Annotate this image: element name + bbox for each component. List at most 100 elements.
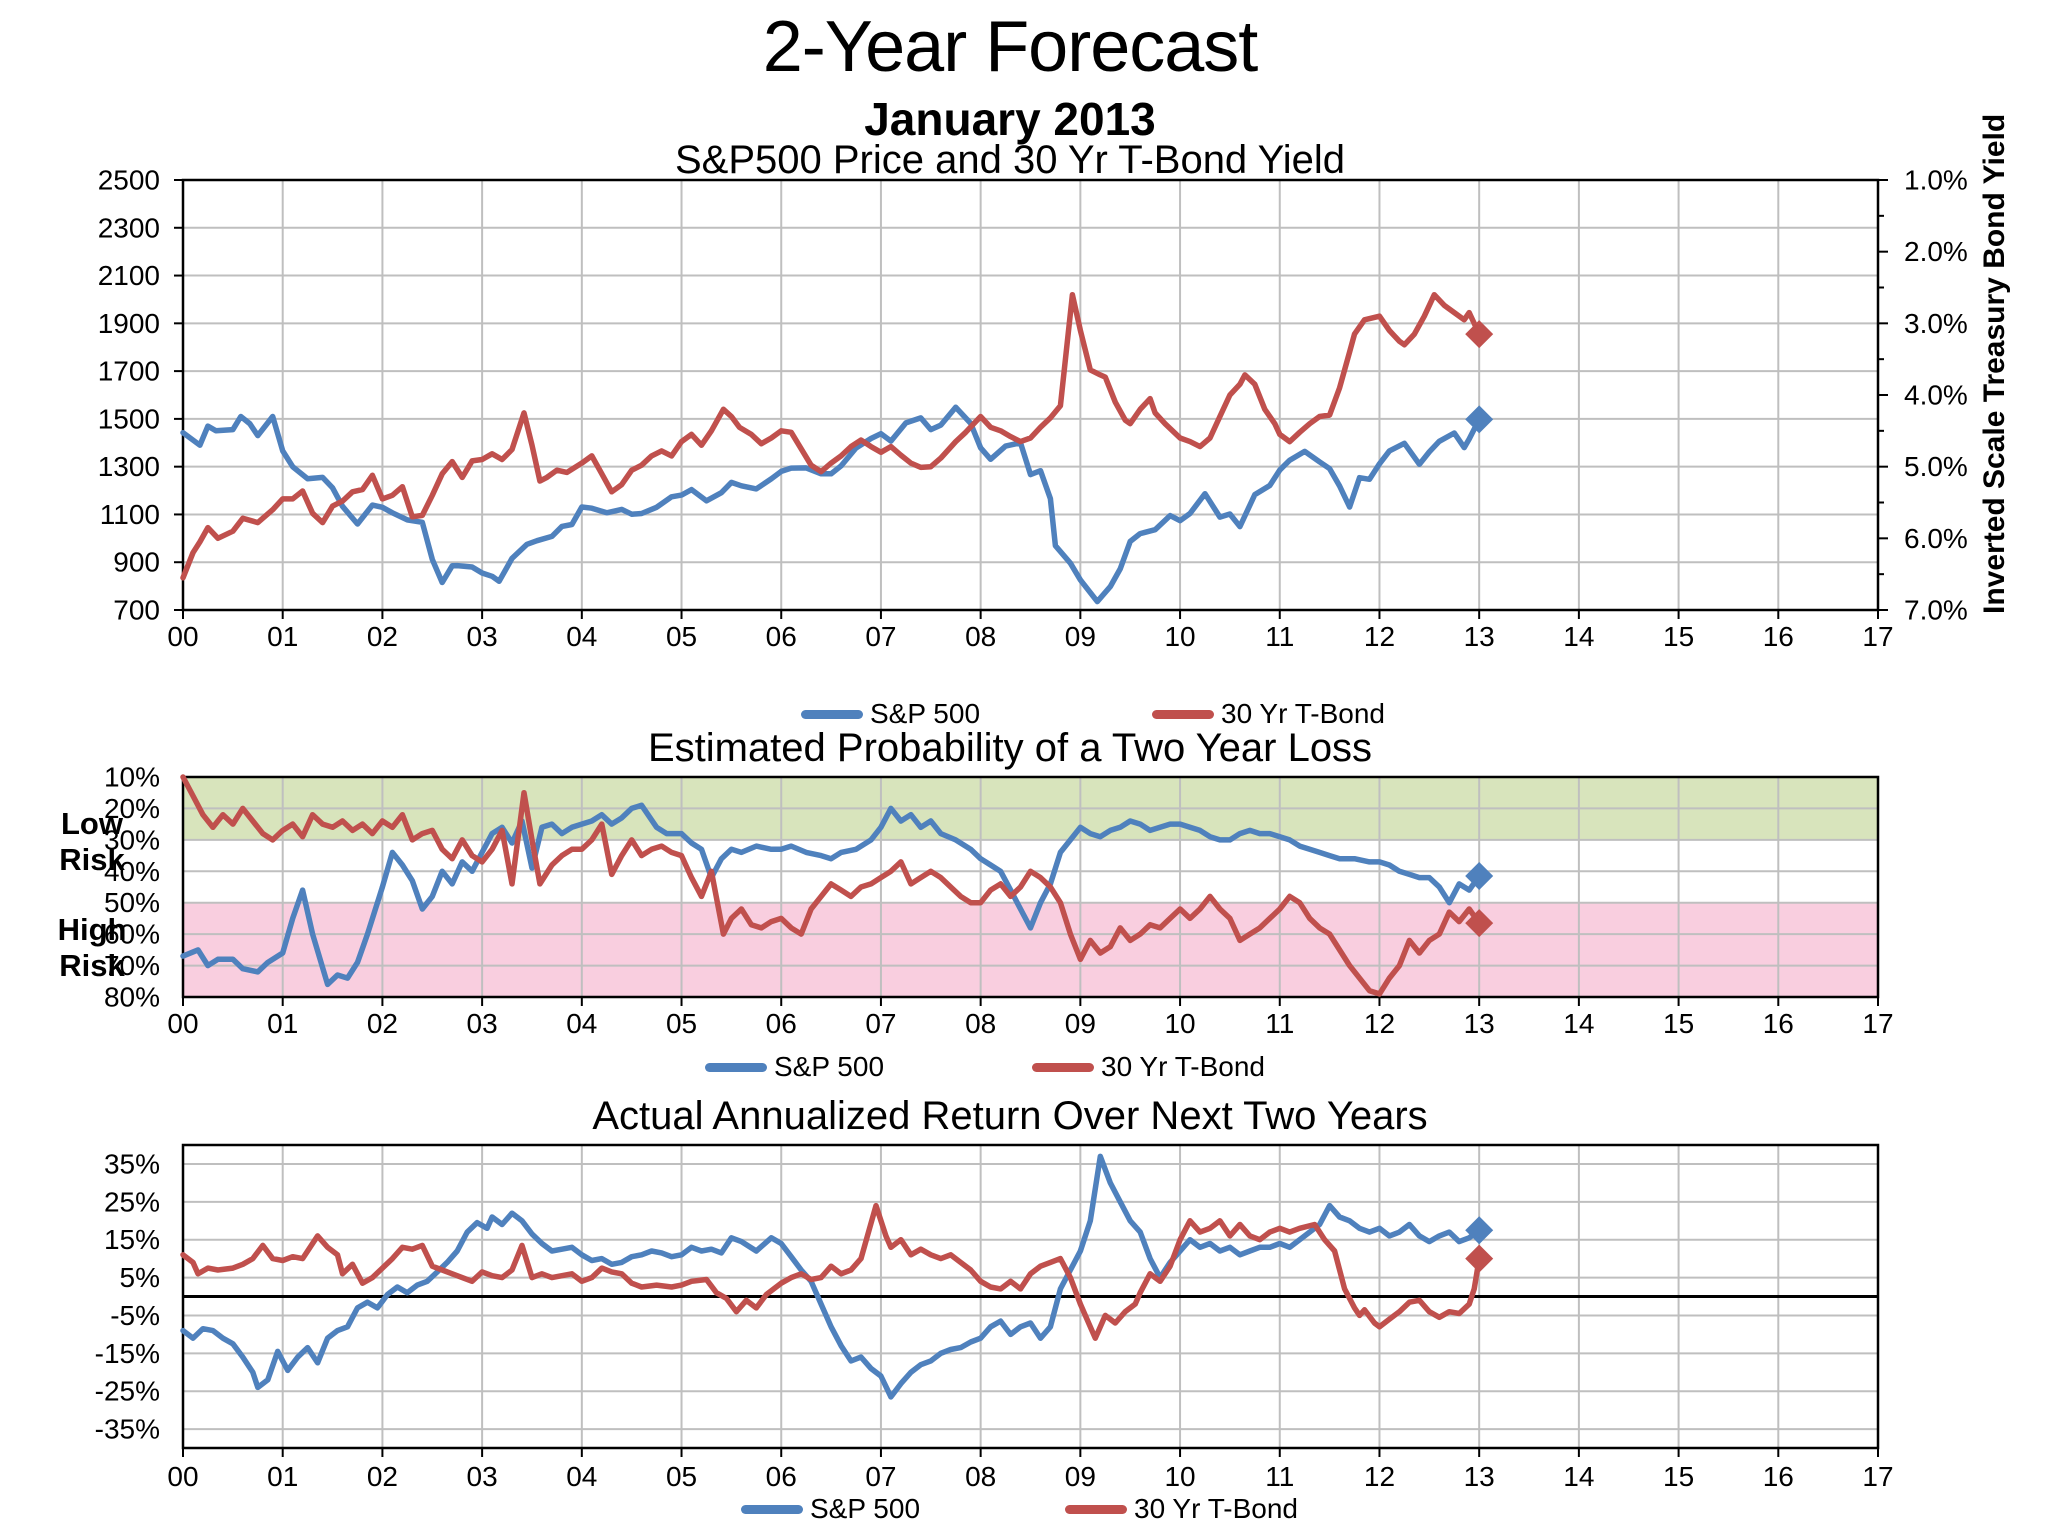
series-line-sp500 [180,802,1482,988]
x-tick-label: 02 [367,1461,398,1492]
x-tick-label: 09 [1065,1461,1096,1492]
series-line-tbond [180,1202,1482,1341]
x-tick-label: 04 [566,1008,597,1039]
end-marker-tbond [1465,909,1494,938]
x-tick-label: 10 [1164,1008,1195,1039]
legend-label-sp500: S&P 500 [774,1051,885,1082]
x-tick-label: 08 [965,1008,996,1039]
y-tick-label: 1300 [98,451,160,482]
y-tick-label: 10% [104,762,160,793]
x-tick-label: 08 [965,1461,996,1492]
x-tick-label: 17 [1862,621,1893,652]
tbond-line-swatch [1152,709,1214,719]
y-tick-label: -15% [95,1338,160,1369]
chart-title-returns: Actual Annualized Return Over Next Two Y… [592,1094,1428,1138]
x-tick-label: 03 [467,1008,498,1039]
chart-title-price-yield: S&P500 Price and 30 Yr T-Bond Yield [674,138,1346,182]
y-tick-label: 2300 [98,212,160,243]
low-risk-label: Low Risk [59,806,125,877]
right-tick-label: 5.0% [1904,451,1968,482]
x-tick-label: 16 [1763,1461,1794,1492]
y-tick-label: 70% [104,950,160,981]
x-tick-label: 01 [267,621,298,652]
y-tick-label: 40% [104,856,160,887]
x-tick-label: 01 [267,1008,298,1039]
x-tick-label: 11 [1265,1461,1294,1492]
series-line-tbond [180,291,1482,581]
end-marker-sp500 [1465,405,1494,434]
right-tick-label: 2.0% [1904,236,1968,267]
x-tick-label: 11 [1265,621,1294,652]
x-tick-label: 00 [167,621,198,652]
y-tick-label: 35% [104,1148,160,1179]
chart-2: 00 01 02 03 04 05 06 07 08 09 10 11 12 13 14 15 16 17 35% 2… [95,1143,1894,1492]
x-tick-label: 00 [167,1461,198,1492]
end-marker-tbond [1465,320,1494,349]
x-tick-label: 08 [965,621,996,652]
series-line-sp500 [180,404,1482,605]
y-tick-label: 50% [104,887,160,918]
legend-item-sp500: S&P 500 [705,1051,884,1083]
x-tick-label: 16 [1763,621,1794,652]
x-tick-label: 12 [1364,1461,1395,1492]
y-tick-label: 700 [113,595,160,626]
y-tick-label: 5% [120,1262,160,1293]
x-tick-label: 16 [1763,1008,1794,1039]
legend-label-sp500: S&P 500 [810,1493,921,1524]
plot-border [181,178,1880,612]
y-tick-label: 1700 [98,356,160,387]
x-tick-label: 04 [566,1461,597,1492]
x-tick-label: 05 [666,621,697,652]
x-tick-label: 15 [1663,1461,1694,1492]
x-tick-label: 04 [566,621,597,652]
chart-title-probability: Estimated Probability of a Two Year Loss [647,726,1373,770]
series-line-tbond [180,774,1482,997]
legend-item-tbond: 30 Yr T-Bond [1032,1051,1265,1083]
page-subtitle: January 2013 [864,93,1156,145]
tbond-line-swatch [1065,1504,1127,1514]
x-tick-label: 03 [467,621,498,652]
x-tick-label: 14 [1563,1461,1594,1492]
x-tick-label: 17 [1862,1461,1893,1492]
end-marker-sp500 [1465,862,1494,890]
x-tick-label: 01 [267,1461,298,1492]
risk-band [183,902,1878,997]
legend-label-sp500: S&P 500 [870,698,981,729]
x-tick-label: 12 [1364,1008,1395,1039]
sp500-line-swatch [705,1062,767,1072]
x-tick-label: 07 [865,621,896,652]
x-tick-label: 15 [1663,621,1694,652]
y-tick-label: 2100 [98,260,160,291]
x-tick-label: 06 [766,1461,797,1492]
x-tick-label: 03 [467,1461,498,1492]
legend-label-tbond: 30 Yr T-Bond [1221,698,1385,729]
x-tick-label: 14 [1563,1008,1594,1039]
x-tick-label: 11 [1265,1008,1294,1039]
x-tick-label: 10 [1164,1461,1195,1492]
y-tick-label: 1500 [98,403,160,434]
right-tick-label: 6.0% [1904,523,1968,554]
x-tick-label: 17 [1862,1008,1893,1039]
tbond-line-swatch [1032,1062,1094,1072]
legend-item-sp500: S&P 500 [801,698,980,730]
y-tick-label: 900 [113,547,160,578]
x-tick-label: 02 [367,621,398,652]
legend-label-tbond: 30 Yr T-Bond [1134,1493,1298,1524]
y-tick-label: 15% [104,1224,160,1255]
end-marker-sp500 [1465,1216,1494,1245]
x-tick-label: 07 [865,1461,896,1492]
x-tick-label: 13 [1464,621,1495,652]
y-tick-label: 25% [104,1186,160,1217]
x-tick-label: 13 [1464,1008,1495,1039]
y-tick-label: 80% [104,982,160,1013]
y-tick-label: 1900 [98,308,160,339]
x-tick-label: 02 [367,1008,398,1039]
chart-1: 00 01 02 03 04 05 06 07 08 09 10 11 12 13 14 15 16 17 10%2… [104,762,1894,1040]
right-tick-label: 4.0% [1904,380,1968,411]
y-tick-label: 2500 [98,165,160,196]
legend-item-tbond: 30 Yr T-Bond [1152,698,1385,730]
y-tick-label: 60% [104,919,160,950]
legend-item-tbond: 30 Yr T-Bond [1065,1493,1298,1525]
